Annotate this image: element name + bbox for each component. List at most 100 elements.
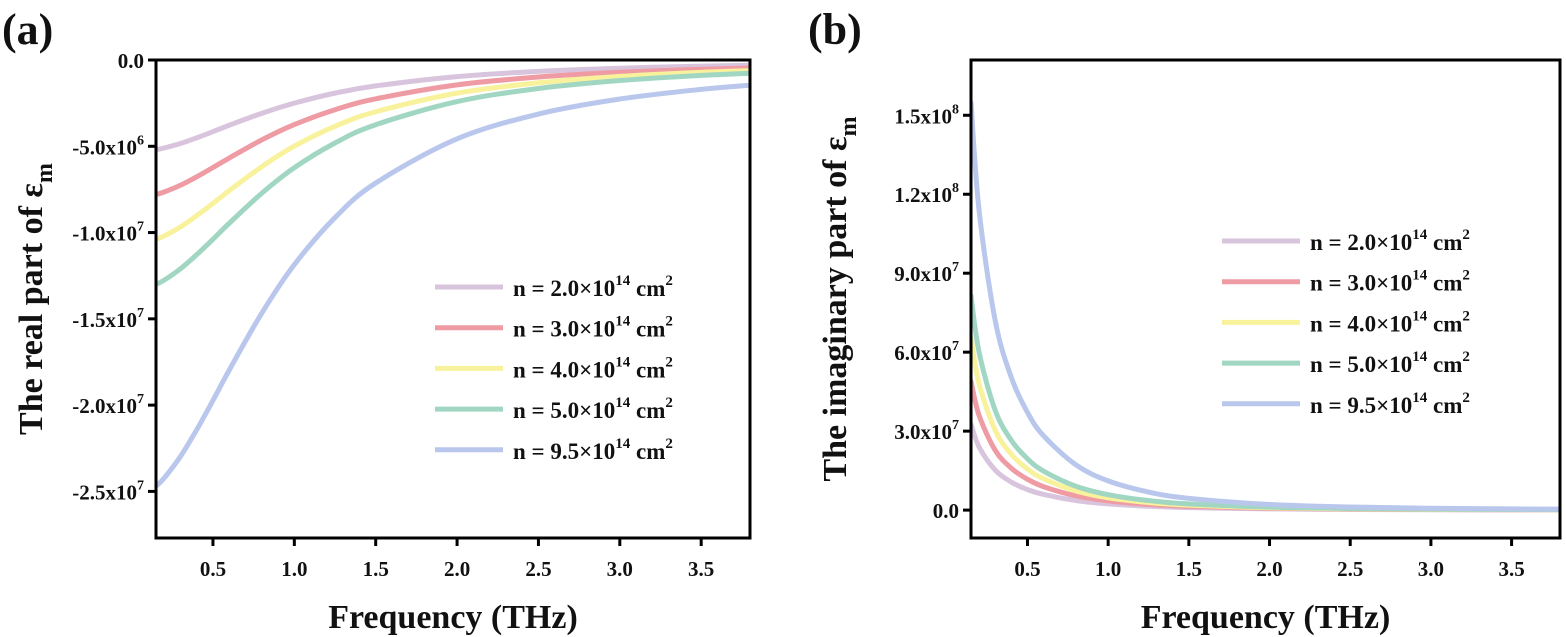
legend-label-exponent: 14 [615,314,631,330]
y-tick-exponent: 7 [137,220,144,235]
y-tick-label: 1.2x108 [894,181,959,207]
y-tick-mantissa: 9.0x10 [894,262,952,286]
x-tick-label: 2.0 [444,557,470,581]
legend-label-exponent: 14 [615,395,631,411]
legend-label: n = 4.0×1014 cm2 [1310,308,1470,336]
series-line-2 [156,68,750,242]
y-tick-mantissa: 3.0x10 [894,420,952,444]
legend-label-exponent: 14 [615,354,631,370]
legend-label-unit: cm [630,317,665,342]
y-tick-label: -1.5x107 [72,306,144,332]
y-tick-mantissa: -1.0x10 [72,222,137,246]
y-tick-mantissa: -2.5x10 [72,480,137,504]
y-tick-label: 0.0 [118,49,144,73]
legend-label: n = 3.0×1014 cm2 [1310,268,1470,296]
series-line-0 [971,421,1560,513]
legend-label-text: n = 9.5×10 [1310,393,1412,418]
y-tick-label: -1.0x107 [72,220,144,246]
legend-label-exponent: 2 [1462,308,1470,324]
y-axis-title-main: The real part of ε [13,183,50,435]
y-tick-exponent: 7 [137,306,144,321]
y-tick-exponent: 8 [952,181,959,196]
y-tick-exponent: 7 [952,339,959,354]
legend-label-unit: cm [1427,230,1462,255]
x-tick-label: 1.0 [1095,557,1121,581]
x-tick-label: 3.5 [688,557,714,581]
legend-label-exponent: 2 [665,436,673,452]
legend-label-unit: cm [1427,393,1462,418]
legend-label-exponent: 14 [615,273,631,289]
x-axis-title: Frequency (THz) [328,599,578,636]
legend-label-unit: cm [630,357,665,382]
x-tick-label: 1.5 [363,557,389,581]
x-axis-title: Frequency (THz) [1141,599,1391,636]
legend-label-text: n = 4.0×10 [1310,311,1412,336]
y-tick-label: 1.5x108 [894,102,959,128]
legend-item: n = 4.0×1014 cm2 [435,354,673,382]
y-tick-exponent: 8 [952,102,959,117]
legend-label-exponent: 2 [1462,390,1470,406]
y-tick-label: 0.0 [933,499,959,523]
legend-label-text: n = 9.5×10 [513,439,615,464]
y-tick-exponent: 7 [952,260,959,275]
y-tick-mantissa: 1.2x10 [894,183,952,207]
legend-label: n = 3.0×1014 cm2 [513,314,673,342]
legend-label-unit: cm [1427,271,1462,296]
legend-label-exponent: 14 [1412,227,1428,243]
legend-label-exponent: 2 [1462,349,1470,365]
x-tick-label: 0.5 [200,557,226,581]
y-tick-label: -2.0x107 [72,392,144,418]
y-tick-label: 3.0x107 [894,418,959,444]
x-tick-label: 2.5 [1337,557,1363,581]
y-axis-title-subscript: m [32,163,58,183]
legend-item: n = 2.0×1014 cm2 [435,273,673,301]
legend-label-text: n = 4.0×10 [513,357,615,382]
x-tick-label: 3.5 [1498,557,1524,581]
legend-label-text: n = 3.0×10 [1310,271,1412,296]
x-tick-label: 1.5 [1176,557,1202,581]
legend-label-exponent: 14 [1412,268,1428,284]
chart-panel-b: 0.5 1.0 1.5 2.0 2.5 3.0 3.50.03.0x1076.0x1079.… [808,5,1562,636]
legend-label-unit: cm [1427,311,1462,336]
y-tick-mantissa: 0.0 [933,499,959,523]
y-tick-mantissa: -1.5x10 [72,308,137,332]
legend-label-text: n = 5.0×10 [1310,352,1412,377]
x-tick-label: 3.0 [1418,557,1444,581]
y-tick-label: -2.5x107 [72,478,144,504]
y-axis-title-subscript: m [836,116,862,136]
y-tick-label: 9.0x107 [894,260,959,286]
legend-item: n = 5.0×1014 cm2 [1222,349,1470,377]
series-line-3 [156,70,750,287]
legend-item: n = 9.5×1014 cm2 [1222,390,1470,418]
y-tick-exponent: 7 [137,392,144,407]
legend-item: n = 3.0×1014 cm2 [1222,268,1470,296]
x-tick-label: 1.0 [281,557,307,581]
legend-label-exponent: 2 [665,395,673,411]
legend-item: n = 2.0×1014 cm2 [1222,227,1470,255]
y-tick-mantissa: 1.5x10 [894,104,952,128]
legend-item: n = 3.0×1014 cm2 [435,314,673,342]
legend-label-exponent: 14 [1412,349,1428,365]
x-tick-label: 0.5 [1014,557,1040,581]
legend-label: n = 9.5×1014 cm2 [513,436,673,464]
legend-label-unit: cm [1427,352,1462,377]
y-tick-mantissa: 0.0 [118,49,144,73]
y-tick-mantissa: -5.0x10 [72,135,137,159]
legend-label-text: n = 2.0×10 [1310,230,1412,255]
legend-label-unit: cm [630,439,665,464]
legend-label-exponent: 14 [1412,390,1428,406]
legend-label: n = 4.0×1014 cm2 [513,354,673,382]
panel-label: (b) [808,5,862,54]
legend-label-exponent: 2 [665,314,673,330]
legend-label-exponent: 2 [665,273,673,289]
legend-item: n = 5.0×1014 cm2 [435,395,673,423]
plot-frame [154,58,752,540]
legend-label: n = 2.0×1014 cm2 [513,273,673,301]
y-tick-exponent: 7 [952,418,959,433]
legend-label-text: n = 3.0×10 [513,317,615,342]
legend-label-exponent: 14 [1412,308,1428,324]
legend-label-text: n = 2.0×10 [513,276,615,301]
y-tick-exponent: 7 [137,478,144,493]
